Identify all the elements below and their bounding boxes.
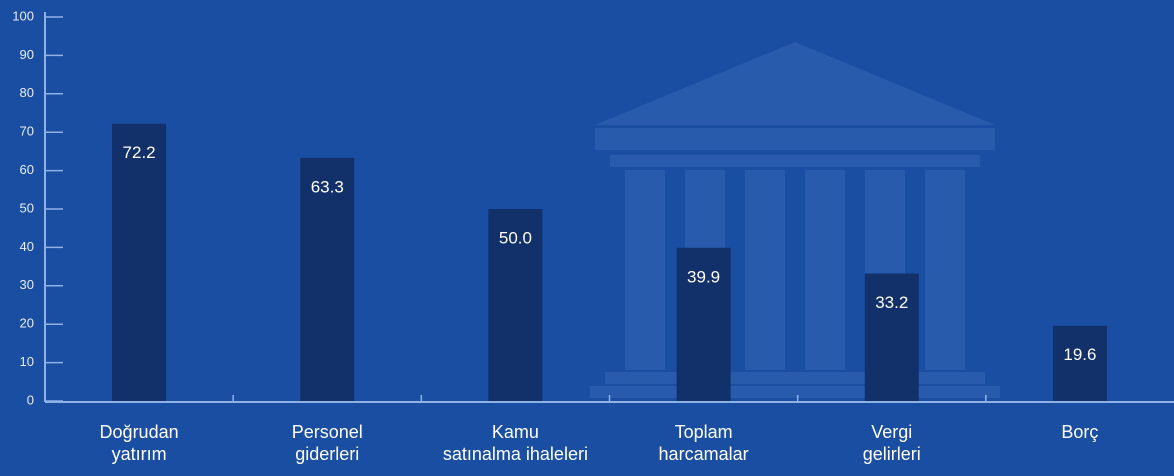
y-tick-label: 100	[12, 8, 34, 23]
value-label: 72.2	[123, 143, 156, 162]
x-tick-label: Borç	[1061, 422, 1098, 442]
bar	[300, 157, 355, 401]
y-tick-label: 10	[20, 354, 34, 369]
value-label: 19.6	[1063, 345, 1096, 364]
value-label: 50.0	[499, 228, 532, 247]
y-tick-label: 40	[20, 239, 34, 254]
bar	[676, 247, 731, 401]
y-tick-label: 70	[20, 124, 34, 139]
x-tick-label: Personel giderleri	[292, 422, 363, 464]
value-label: 39.9	[687, 267, 720, 286]
y-tick-label: 20	[20, 316, 34, 331]
value-label: 33.2	[875, 293, 908, 312]
x-tick-label: Kamu satınalma ihaleleri	[443, 422, 588, 464]
x-tick-label: Doğrudan yatırım	[100, 422, 179, 464]
y-tick-label: 0	[27, 392, 34, 407]
y-tick-label: 60	[20, 162, 34, 177]
bar	[488, 209, 543, 401]
bar	[1052, 325, 1107, 401]
x-tick-label: Toplam harcamalar	[659, 422, 749, 464]
y-tick-label: 30	[20, 277, 34, 292]
value-label: 63.3	[311, 177, 344, 196]
y-tick-label: 50	[20, 200, 34, 215]
x-tick-label: Vergi gelirleri	[863, 422, 921, 464]
y-tick-label: 80	[20, 85, 34, 100]
y-tick-label: 90	[20, 47, 34, 62]
bar	[112, 123, 167, 401]
bar	[864, 273, 919, 401]
